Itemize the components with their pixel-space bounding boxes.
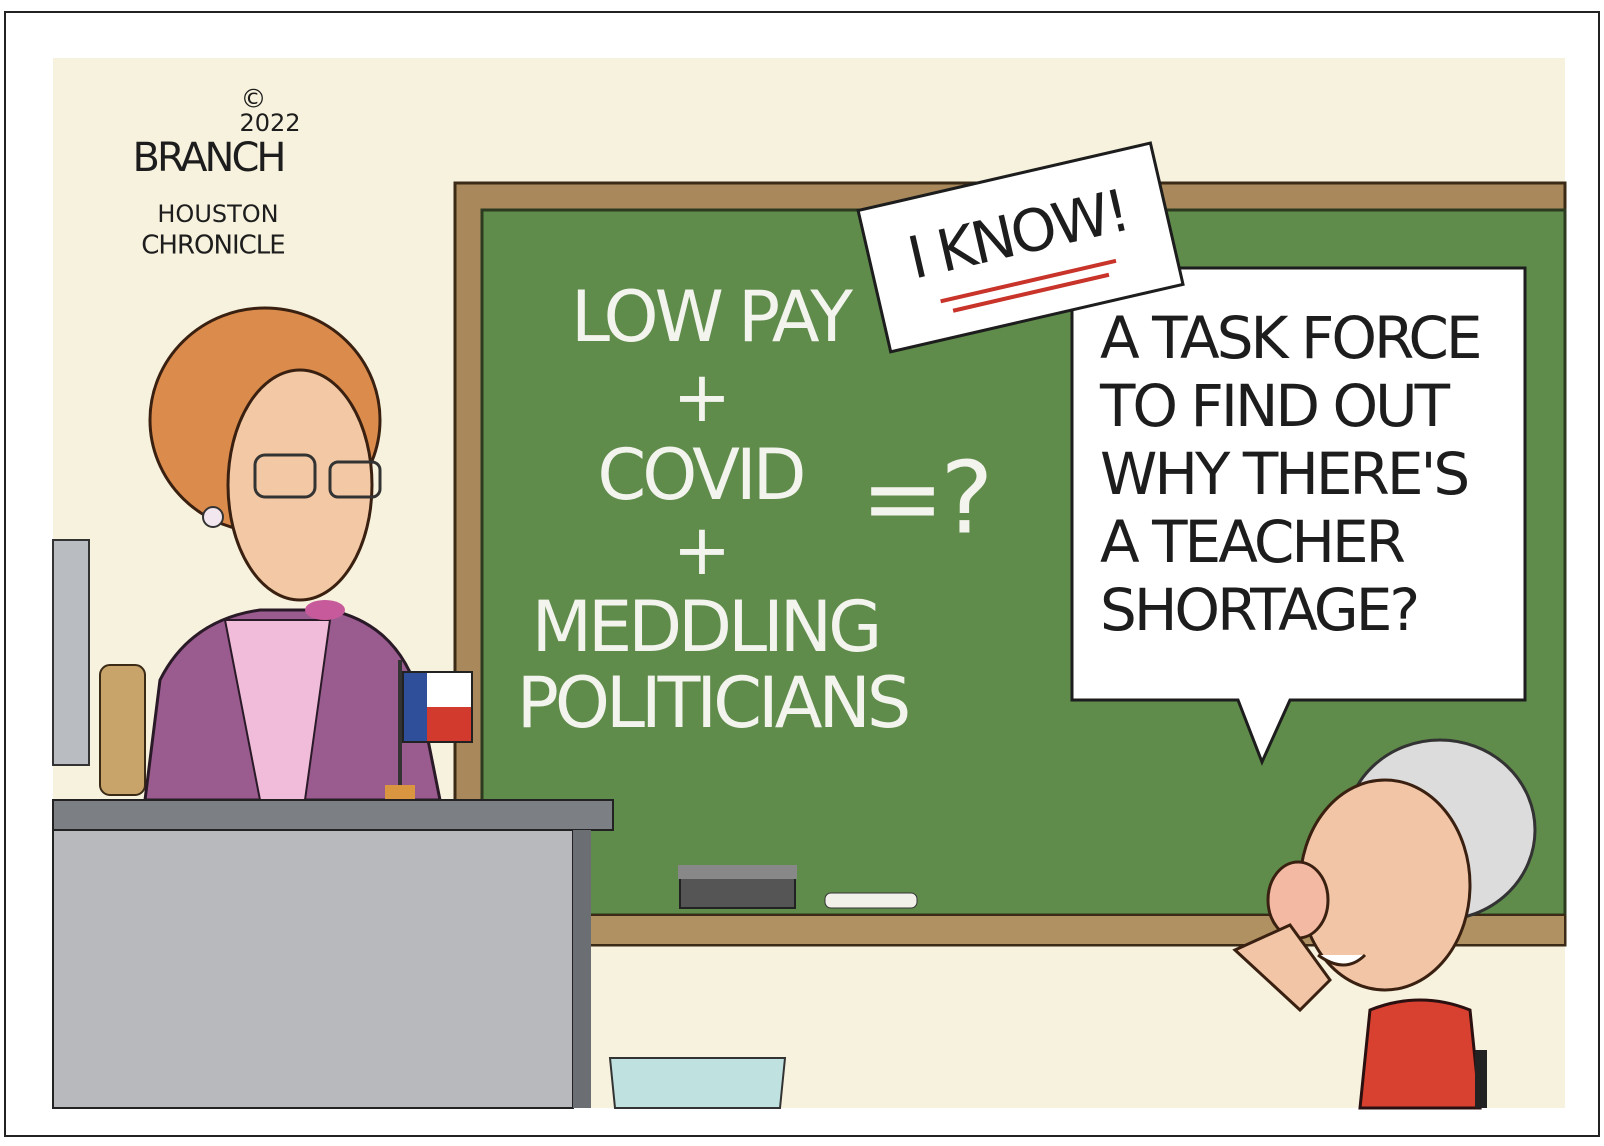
- speech-line: WHY THERE'S: [1100, 440, 1467, 508]
- desk-front: [53, 830, 573, 1108]
- chalk-line: +: [673, 509, 728, 591]
- wheelchair: [1475, 1050, 1487, 1108]
- chalk-line: +: [673, 356, 728, 438]
- speech-line: A TEACHER: [1100, 508, 1405, 576]
- chalk-line: MEDDLING: [532, 586, 879, 668]
- signature-artist: BRANCH: [133, 135, 284, 181]
- flag-blue: [403, 672, 427, 742]
- teacher-earring: [203, 507, 223, 527]
- governor-nose: [1268, 862, 1328, 938]
- signature-year: 2022: [239, 109, 300, 137]
- desk-top: [53, 800, 613, 830]
- signature-publisher: CHRONICLE: [141, 231, 284, 261]
- chalk-result: =?: [861, 439, 990, 556]
- cup: [610, 1058, 785, 1108]
- speech-line: SHORTAGE?: [1100, 576, 1417, 644]
- chalk-piece: [825, 893, 917, 908]
- chalk-line: POLITICIANS: [517, 662, 908, 744]
- teacher-lips: [305, 600, 345, 620]
- cartoon: LOW PAY + COVID + MEDDLING POLITICIANS =…: [0, 0, 1604, 1146]
- chalk-line: LOW PAY: [571, 276, 853, 358]
- flag-white: [427, 672, 472, 707]
- page: LOW PAY + COVID + MEDDLING POLITICIANS =…: [0, 0, 1604, 1146]
- monitor: [53, 540, 89, 765]
- governor-shirt: [1360, 1000, 1480, 1108]
- signature-publisher: HOUSTON: [157, 200, 278, 228]
- chair: [100, 665, 145, 795]
- teacher-face: [228, 370, 372, 600]
- eraser-top: [678, 865, 797, 879]
- chalk-line: COVID: [597, 434, 802, 516]
- speech-line: TO FIND OUT: [1099, 372, 1451, 440]
- flag-base: [385, 785, 415, 800]
- speech-line: A TASK FORCE: [1100, 304, 1480, 372]
- flag-red: [427, 707, 472, 742]
- desk-side: [573, 830, 591, 1108]
